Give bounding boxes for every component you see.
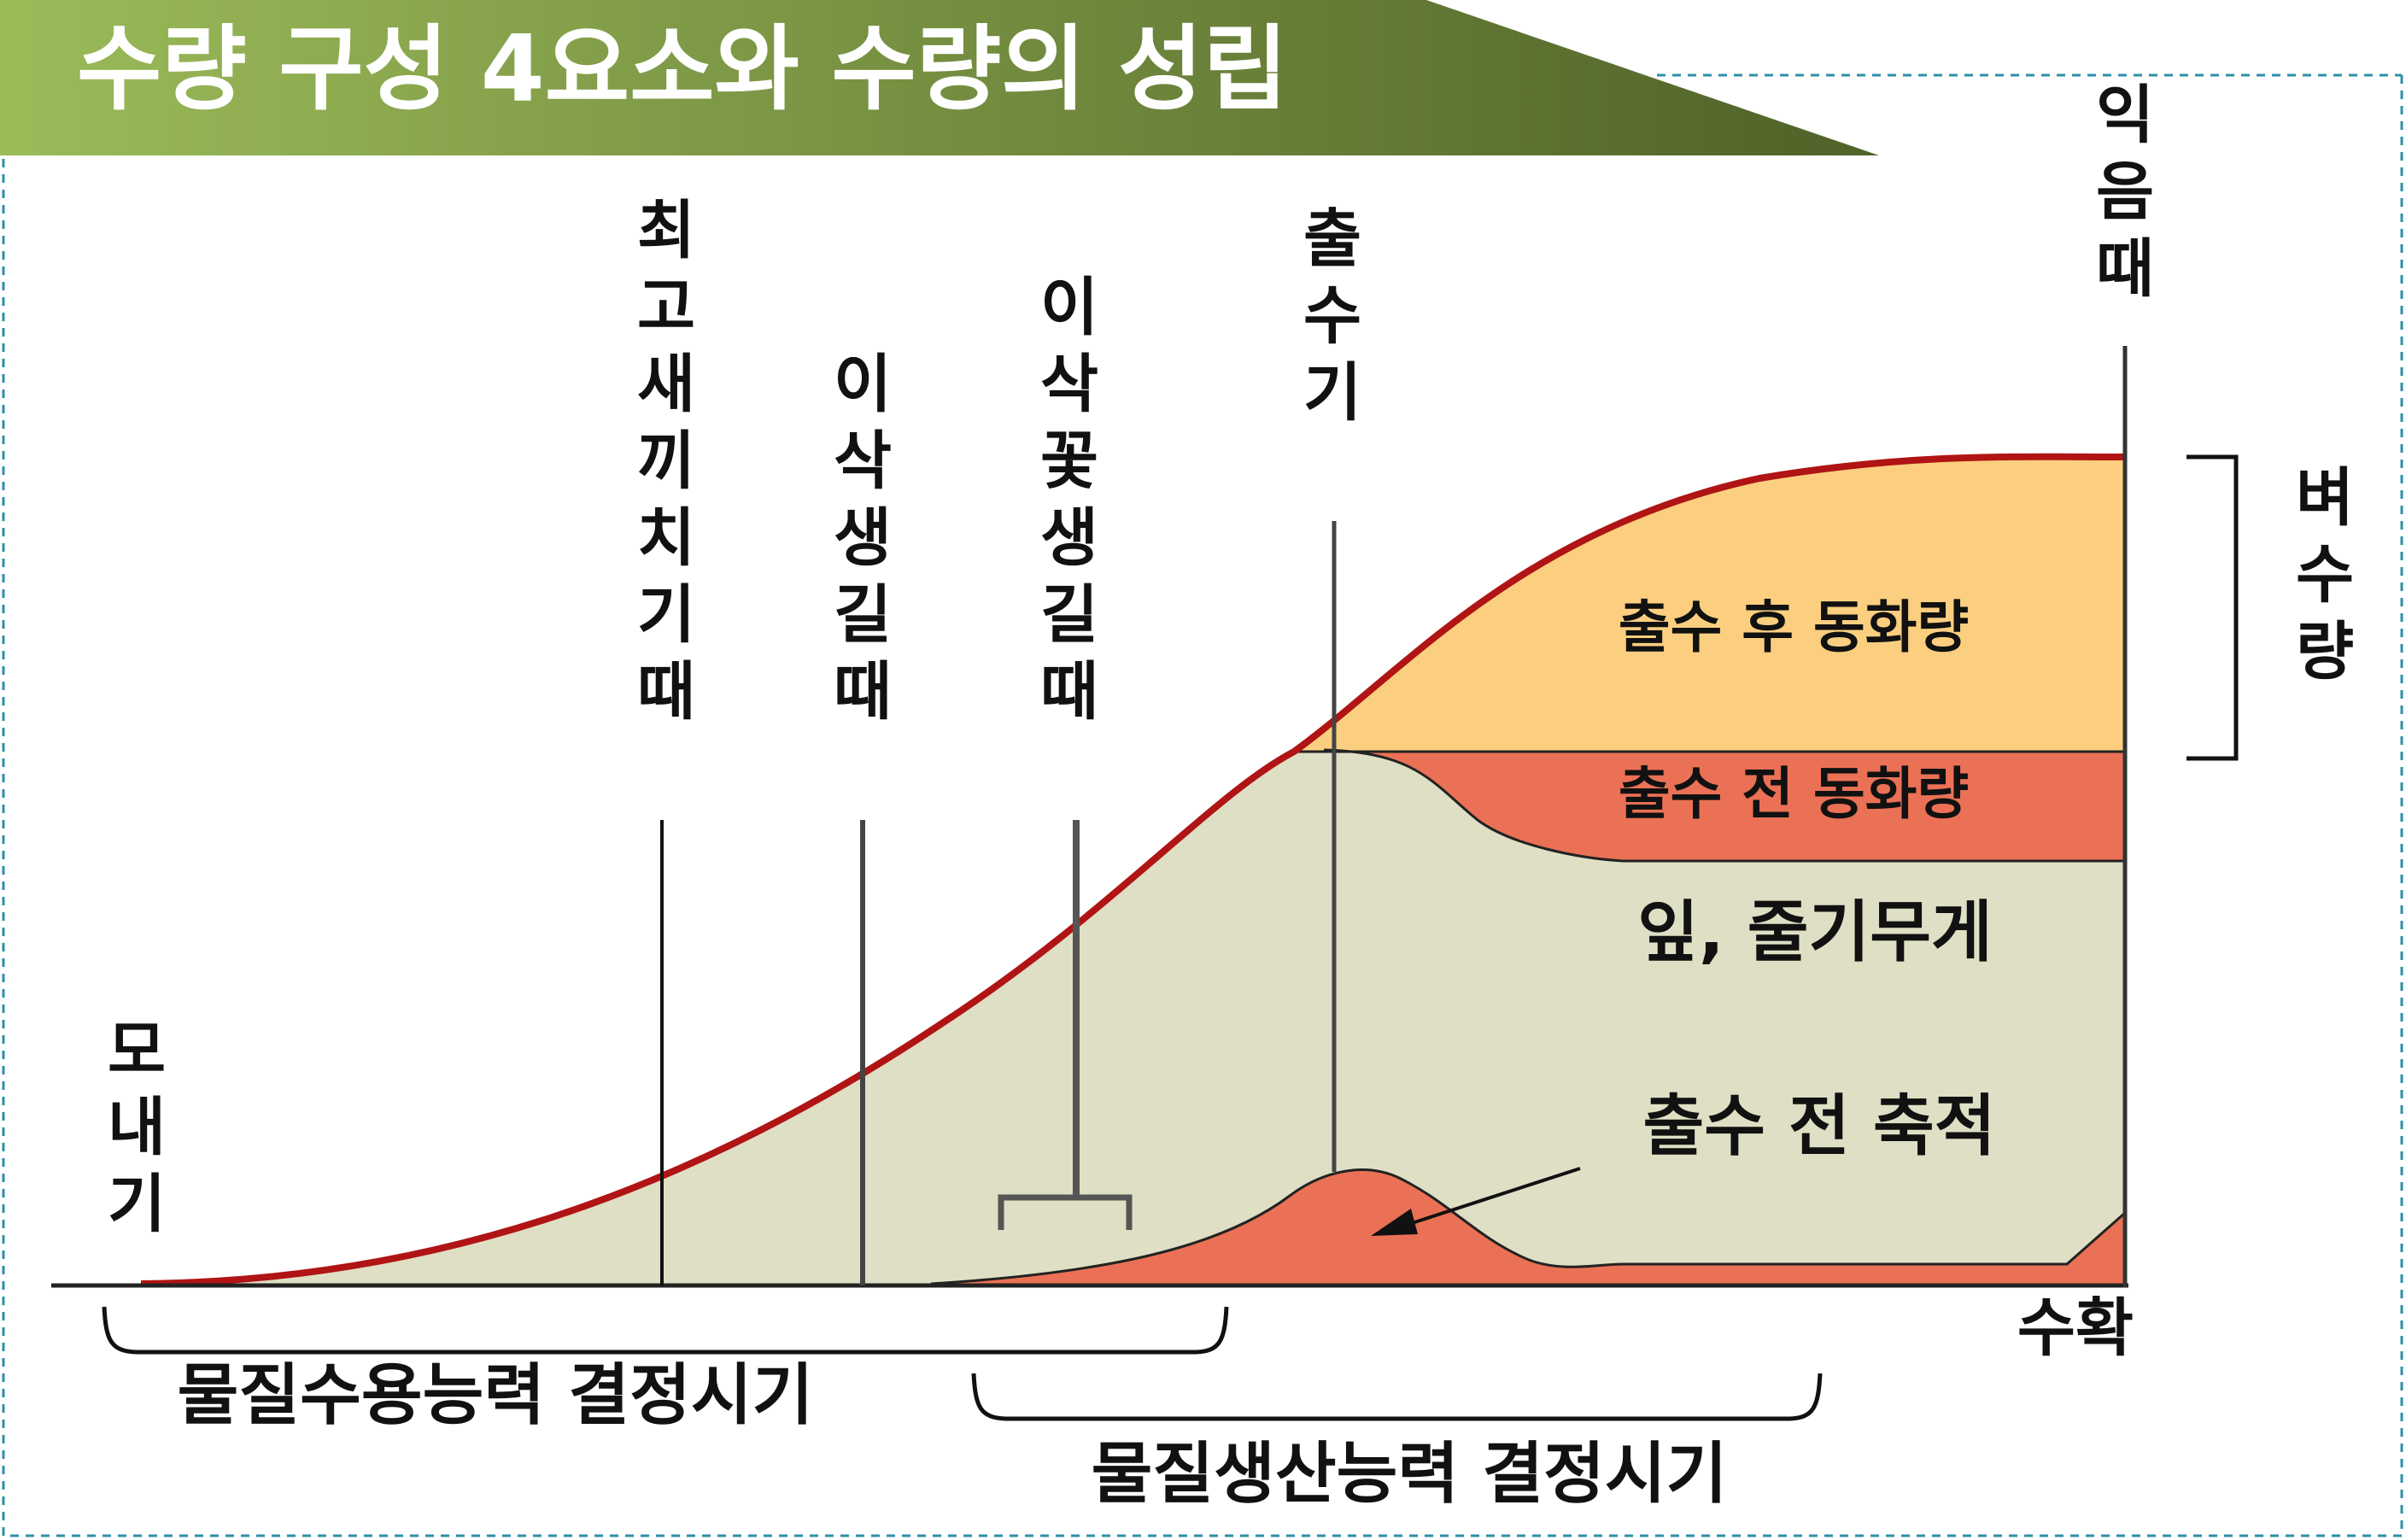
svg-text:모: 모 — [108, 1014, 166, 1087]
page-title: 수량 구성 4요소와 수량의 성립 — [77, 16, 1288, 123]
svg-text:기: 기 — [1303, 356, 1361, 430]
svg-text:때: 때 — [1040, 655, 1098, 729]
svg-text:최: 최 — [637, 194, 695, 267]
leaf-stem-label: 잎, 줄기무게 — [1637, 894, 1993, 971]
grain-yield-bracket — [2186, 454, 2239, 761]
svg-text:치: 치 — [637, 501, 695, 575]
stage-heading-label: 출 수 기 — [1303, 202, 1361, 430]
svg-text:끼: 끼 — [637, 425, 695, 498]
accumulation-region — [931, 1169, 2125, 1284]
svg-text:이: 이 — [834, 348, 892, 421]
svg-text:고: 고 — [637, 271, 695, 344]
stage-panicle-initiation-label: 이 삭 생 길 때 — [834, 348, 892, 729]
svg-text:생: 생 — [834, 501, 892, 575]
svg-text:때: 때 — [2096, 232, 2154, 306]
stage-max-tillering-label: 최 고 새 끼 치 기 때 — [637, 194, 695, 729]
harvest-label: 수확 — [2017, 1291, 2134, 1365]
stage-ripening-label: 익 음 때 — [2096, 79, 2154, 306]
after-heading-label: 출수 후 동화량 — [1619, 594, 1969, 660]
title-banner — [0, 0, 1879, 155]
svg-text:꽃: 꽃 — [1040, 425, 1098, 498]
stage-transplanting-label: 모 내 기 — [108, 1014, 166, 1241]
svg-text:길: 길 — [834, 578, 892, 652]
sink-capacity-bracket — [102, 1306, 1229, 1355]
svg-text:때: 때 — [637, 655, 695, 729]
stage-spikelet-initiation-label: 이 삭 꽃 생 길 때 — [1040, 271, 1098, 729]
svg-text:이: 이 — [1040, 271, 1098, 344]
svg-text:벼: 벼 — [2296, 461, 2354, 535]
svg-text:삭: 삭 — [834, 425, 892, 498]
sink-capacity-label: 물질수용능력 결정시기 — [178, 1357, 814, 1434]
accumulation-arrow — [1371, 1167, 1581, 1236]
svg-text:익: 익 — [2096, 79, 2154, 152]
accumulation-label: 출수 전 축적 — [1642, 1088, 1995, 1165]
source-capacity-label: 물질생산능력 결정시기 — [1092, 1436, 1728, 1513]
svg-text:기: 기 — [108, 1168, 166, 1241]
svg-text:출: 출 — [1303, 202, 1361, 276]
svg-text:때: 때 — [834, 655, 892, 729]
leaf-stem-region — [141, 750, 2125, 1284]
guide-border — [2, 73, 2403, 1537]
grain-yield-label: 벼 수 량 — [2296, 461, 2354, 688]
svg-text:음: 음 — [2096, 155, 2154, 229]
svg-text:량: 량 — [2296, 615, 2354, 688]
svg-text:생: 생 — [1040, 501, 1098, 575]
region-boundaries — [930, 748, 2126, 1285]
before-heading-label: 출수 전 동화량 — [1619, 761, 1969, 827]
svg-text:길: 길 — [1040, 578, 1098, 652]
svg-text:수: 수 — [1303, 279, 1361, 353]
svg-text:기: 기 — [637, 578, 695, 652]
svg-text:수: 수 — [2296, 538, 2354, 612]
svg-text:내: 내 — [108, 1091, 166, 1164]
svg-text:삭: 삭 — [1040, 348, 1098, 421]
after-heading-region — [1294, 456, 2125, 752]
source-capacity-bracket — [971, 1373, 1823, 1421]
spikelet-bracket — [998, 1194, 1133, 1230]
svg-text:새: 새 — [637, 348, 695, 421]
growth-curve — [140, 453, 2126, 1287]
